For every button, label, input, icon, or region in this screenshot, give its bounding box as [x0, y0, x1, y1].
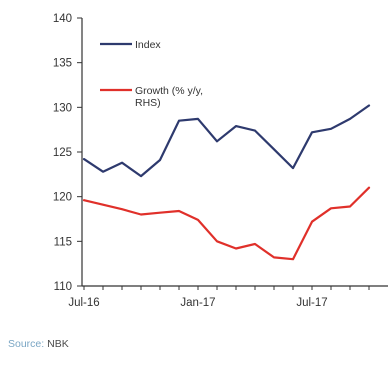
data-point — [368, 186, 370, 189]
series-line-growth — [82, 186, 371, 261]
data-point — [330, 207, 332, 210]
data-point — [311, 131, 313, 134]
data-point — [254, 243, 256, 245]
data-point — [178, 119, 180, 122]
data-point — [178, 210, 180, 212]
axes: 110 115 120 125 130 135 140 Jul-16 Jan-17 Jul-17 — [53, 13, 388, 309]
legend-label-growth-line1: Growth (% y/y, — [135, 85, 203, 97]
data-point — [197, 219, 199, 221]
data-point — [311, 220, 313, 223]
data-point — [349, 118, 351, 120]
data-point — [235, 247, 237, 250]
y-tick-label: 120 — [53, 192, 72, 204]
source-prefix: Source: — [8, 338, 45, 350]
source-note: Source: NBK — [8, 338, 69, 350]
data-point — [235, 125, 237, 127]
data-point — [292, 167, 294, 169]
legend-label-index: Index — [135, 39, 161, 51]
y-tick-label: 115 — [54, 236, 72, 248]
data-point — [140, 175, 142, 177]
x-tick-label: Jul-16 — [68, 297, 99, 309]
data-point — [83, 158, 85, 160]
data-point — [121, 208, 123, 210]
data-point — [292, 258, 294, 261]
x-tick-label: Jan-17 — [180, 297, 215, 309]
data-point — [197, 118, 199, 120]
y-tick-label: 135 — [53, 58, 72, 70]
data-point — [140, 213, 142, 216]
data-point — [216, 240, 218, 243]
data-point — [273, 256, 275, 259]
legend-label-growth-line2: RHS) — [135, 97, 161, 109]
data-point — [330, 128, 332, 130]
legend: Index Growth (% y/y, RHS) — [100, 39, 203, 109]
data-point — [102, 170, 104, 173]
y-tick-label: 140 — [53, 13, 72, 25]
y-tick-label: 125 — [53, 147, 72, 159]
data-point — [273, 148, 275, 151]
y-tick-label: 130 — [53, 102, 72, 114]
data-point — [83, 199, 85, 201]
data-point — [159, 159, 161, 161]
data-point — [216, 140, 218, 143]
series-line-index — [82, 104, 371, 178]
x-tick-label: Jul-17 — [296, 297, 327, 309]
data-point — [368, 104, 370, 107]
data-point — [121, 161, 123, 164]
series-layer — [82, 104, 371, 261]
data-point — [159, 211, 161, 214]
data-point — [254, 129, 256, 132]
y-tick-label: 110 — [54, 281, 72, 293]
data-point — [102, 203, 104, 206]
data-point — [349, 205, 351, 208]
source-value: NBK — [47, 338, 69, 350]
